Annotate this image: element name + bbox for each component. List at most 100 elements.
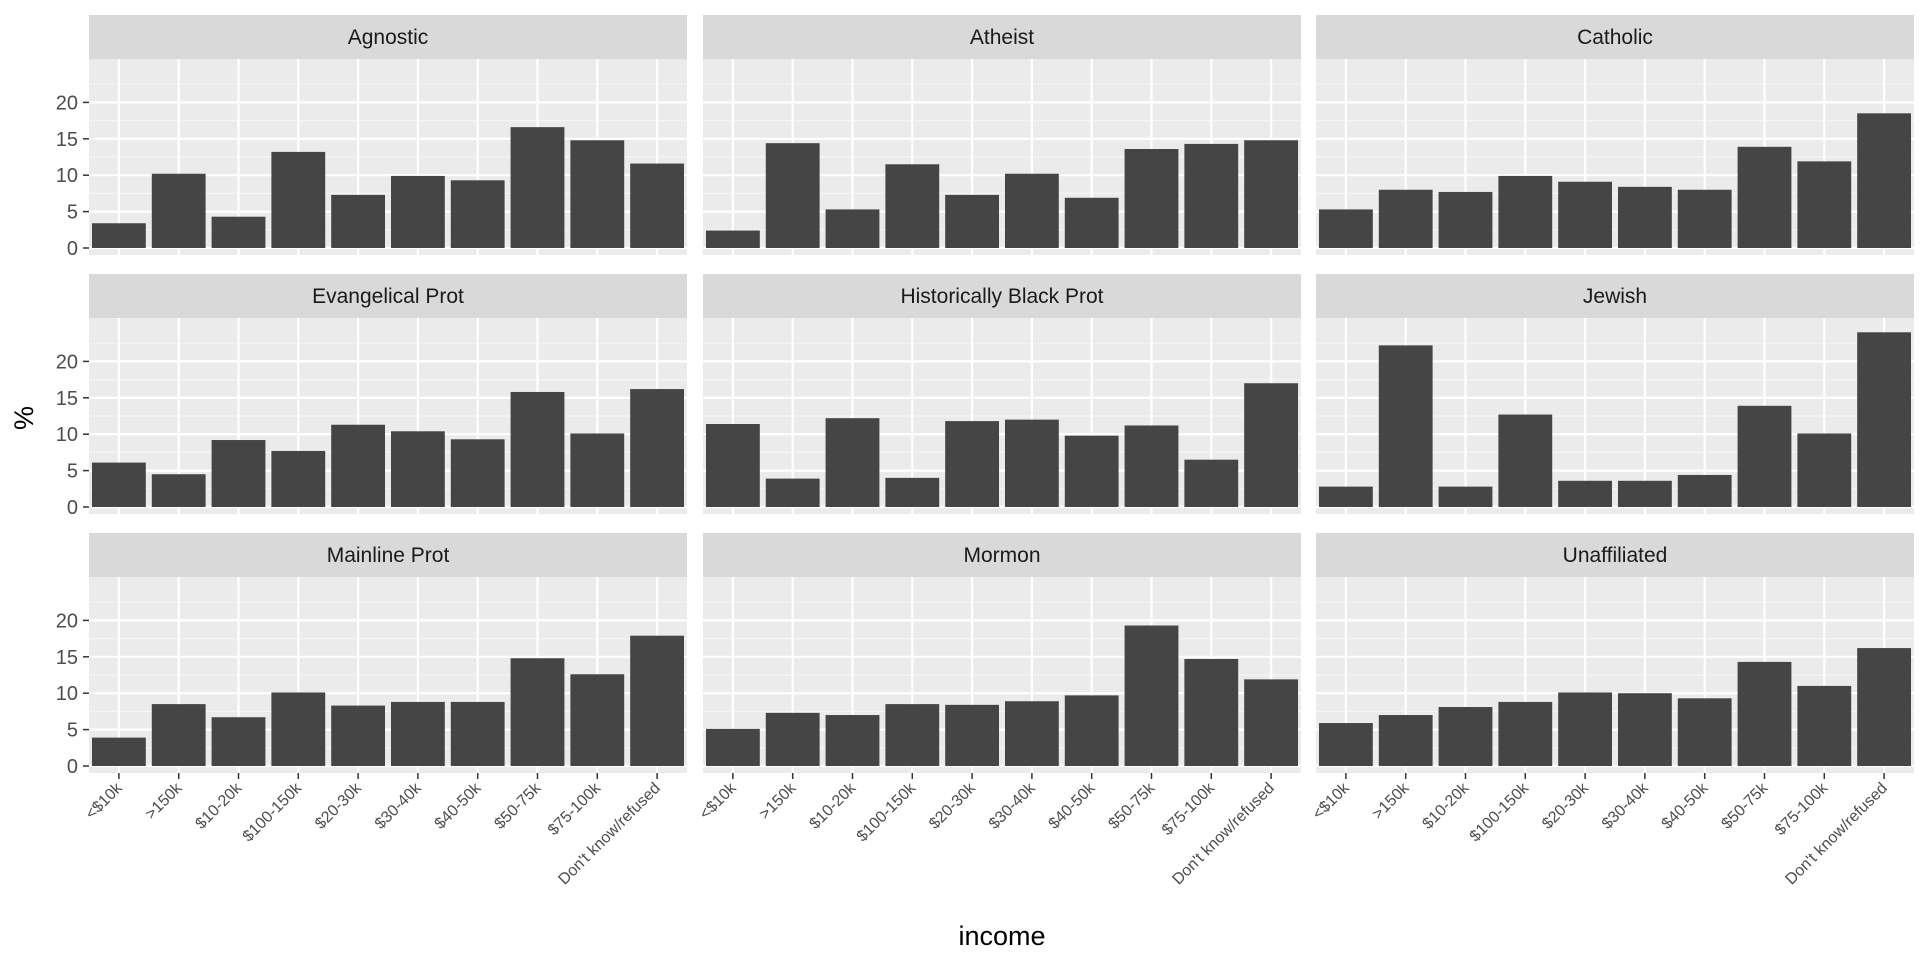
x-tick-label: $40-50k (1659, 779, 1713, 833)
bar-historically-black-prot-10-20k (825, 418, 880, 507)
strip-mainline-prot (89, 533, 687, 577)
panel-mormon: Mormon<$10k >150k $10-20k$100-150k $20-30k $… (697, 533, 1301, 888)
bar-agnostic-50-75k (510, 127, 565, 248)
bar-evangelical-prot-don-t-know-refused (630, 389, 685, 507)
strip-unaffiliated (1316, 533, 1914, 577)
bar-mormon-75-100k (1184, 658, 1239, 766)
bar-agnostic-100-150k (271, 151, 326, 248)
bar-atheist-don-t-know-refused (1244, 140, 1299, 248)
facet-title-evangelical-prot: Evangelical Prot (312, 285, 464, 308)
x-tick-label: $20-30k (926, 779, 980, 833)
bar-jewish-10-20k (1438, 486, 1493, 507)
panel-unaffiliated: Unaffiliated <$10k >150k $10-20k$100-150k $2… (1310, 533, 1914, 888)
bar-jewish-50-75k (1737, 405, 1792, 507)
bar-unaffiliated-don-t-know-refused (1857, 648, 1912, 766)
bar-unaffiliated-40-50k (1677, 698, 1732, 766)
bar-evangelical-prot-150k (151, 474, 206, 507)
bar-catholic-don-t-know-refused (1857, 113, 1912, 248)
panel-agnostic: Agnostic 0 5 10 15 20 (56, 15, 687, 260)
bar-mainline-prot-50-75k (510, 658, 565, 766)
x-tick-label: <$10k (1310, 779, 1354, 823)
bar-historically-black-prot-40-50k (1064, 435, 1119, 507)
panel-evangelical-prot: Evangelical Prot 0 5 10 15 20 (56, 274, 687, 519)
bar-jewish-don-t-know-refused (1857, 332, 1912, 507)
bar-agnostic-150k (151, 173, 206, 248)
x-tick-label: $20-30k (1539, 779, 1593, 833)
bar-catholic-50-75k (1737, 146, 1792, 248)
bar-catholic-30-40k (1617, 186, 1672, 248)
x-axis-title: income (958, 921, 1045, 951)
facet-title-atheist: Atheist (970, 26, 1034, 49)
bar-catholic-40-50k (1677, 189, 1732, 248)
bar-mainline-prot-75-100k (570, 674, 625, 766)
facet-title-jewish: Jewish (1583, 285, 1647, 308)
strip-atheist (703, 15, 1301, 59)
facet-title-mormon: Mormon (963, 544, 1040, 567)
bar-mormon-150k (765, 712, 820, 766)
bar-atheist-20-30k (945, 194, 1000, 248)
y-tick-label: 0 (67, 238, 78, 260)
x-tick-label: $30-40k (986, 779, 1040, 833)
bar-catholic-150k (1378, 189, 1433, 248)
x-tick-label: $30-40k (372, 779, 426, 833)
bar-mainline-prot-150k (151, 704, 206, 766)
y-tick-label: 10 (56, 165, 78, 187)
y-tick-label: 15 (56, 388, 78, 410)
bar-historically-black-prot-100-150k (885, 477, 940, 507)
bar-unaffiliated-100-150k (1498, 701, 1553, 766)
bar-mainline-prot-don-t-know-refused (630, 635, 685, 766)
bar-jewish-150k (1378, 345, 1433, 507)
bar-evangelical-prot-10-20k (211, 440, 266, 507)
facet-panels: Agnostic 0 5 10 15 20 Atheist Catholic Evangelic… (56, 15, 1914, 888)
bar-mormon-10-20k (825, 715, 880, 766)
bar-evangelical-prot-40-50k (450, 439, 505, 507)
panel-mainline-prot: Mainline Prot 0 5 10 15 20 <$10k >150k $10-20k$1… (56, 533, 687, 888)
strip-historically-black-prot (703, 274, 1301, 318)
bar-historically-black-prot-10k (705, 424, 760, 507)
y-tick-label: 10 (56, 683, 78, 705)
y-tick-label: 5 (67, 720, 78, 742)
bar-jewish-100-150k (1498, 414, 1553, 507)
y-axis-title: % (9, 406, 39, 430)
bar-unaffiliated-20-30k (1558, 692, 1613, 766)
strip-jewish (1316, 274, 1914, 318)
y-tick-label: 0 (67, 497, 78, 519)
facet-title-unaffiliated: Unaffiliated (1563, 544, 1668, 567)
bar-atheist-100-150k (885, 164, 940, 248)
x-tick-label: <$10k (83, 779, 127, 823)
bar-agnostic-40-50k (450, 180, 505, 248)
bar-mormon-40-50k (1064, 695, 1119, 766)
panel-catholic: Catholic (1316, 15, 1914, 255)
y-tick-label: 15 (56, 647, 78, 669)
x-tick-label: >150k (142, 779, 186, 823)
bar-atheist-10-20k (825, 209, 880, 248)
x-tick-label: $50-75k (491, 779, 545, 833)
panel-historically-black-prot: Historically Black Prot (703, 274, 1301, 514)
bar-unaffiliated-10k (1318, 723, 1373, 766)
facet-title-catholic: Catholic (1577, 26, 1653, 49)
x-tick-label: $10-20k (192, 779, 246, 833)
bar-evangelical-prot-100-150k (271, 450, 326, 507)
bar-unaffiliated-75-100k (1797, 685, 1852, 766)
bar-catholic-20-30k (1558, 181, 1613, 248)
bar-historically-black-prot-75-100k (1184, 459, 1239, 507)
bar-atheist-150k (765, 143, 820, 248)
bar-agnostic-don-t-know-refused (630, 163, 685, 248)
x-tick-label: Don't know/refused (1782, 780, 1891, 889)
bar-mainline-prot-40-50k (450, 701, 505, 766)
x-tick-label: $75-100k (1159, 779, 1219, 839)
x-tick-label: $10-20k (806, 779, 860, 833)
bar-evangelical-prot-10k (91, 462, 146, 507)
x-tick-label: <$10k (697, 779, 741, 823)
panel-atheist: Atheist (703, 15, 1301, 255)
x-tick-label: $100-150k (854, 779, 920, 845)
bar-catholic-10-20k (1438, 191, 1493, 248)
x-tick-label: $30-40k (1599, 779, 1653, 833)
bar-historically-black-prot-don-t-know-refused (1244, 383, 1299, 507)
bar-mainline-prot-30-40k (390, 701, 445, 766)
x-tick-label: $10-20k (1419, 779, 1473, 833)
strip-catholic (1316, 15, 1914, 59)
bar-mormon-20-30k (945, 704, 1000, 766)
y-tick-label: 15 (56, 129, 78, 151)
bar-mainline-prot-10-20k (211, 717, 266, 766)
